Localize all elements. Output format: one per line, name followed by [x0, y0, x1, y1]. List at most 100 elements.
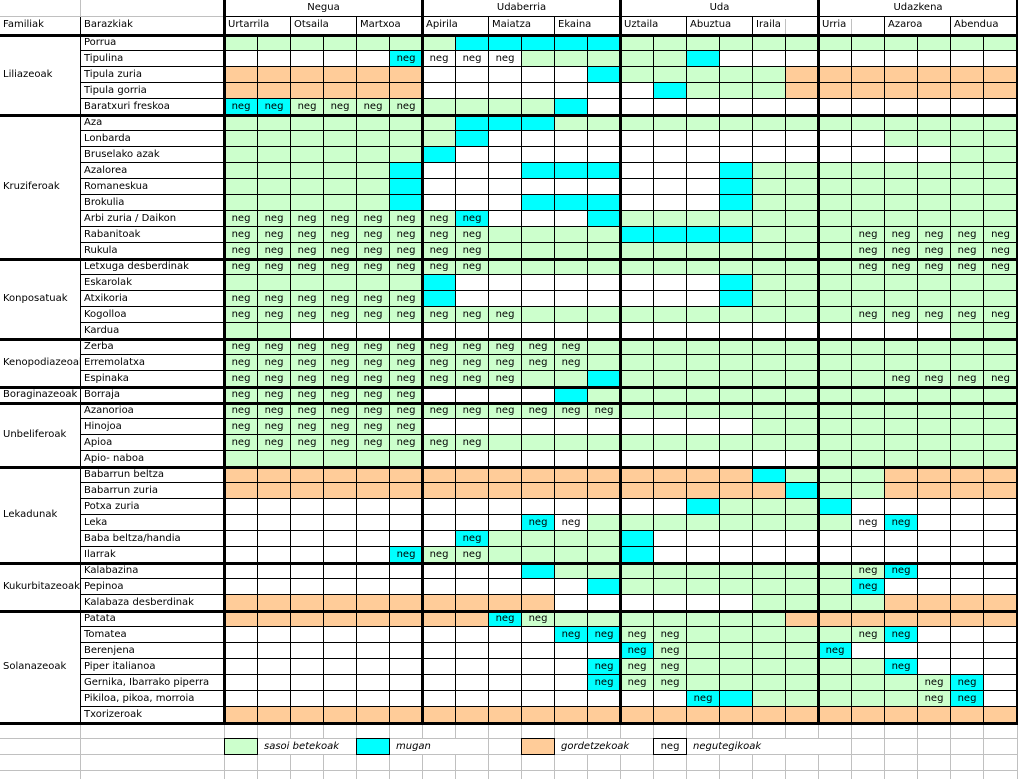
- season-cell[interactable]: [786, 435, 819, 451]
- season-cell[interactable]: [489, 387, 522, 403]
- season-cell[interactable]: [357, 131, 390, 147]
- season-cell[interactable]: [753, 323, 786, 339]
- season-cell[interactable]: [654, 371, 687, 387]
- season-cell[interactable]: [720, 435, 753, 451]
- season-cell[interactable]: [654, 547, 687, 563]
- season-cell[interactable]: [852, 531, 885, 547]
- season-cell[interactable]: [885, 67, 918, 83]
- season-cell[interactable]: [258, 483, 291, 499]
- season-cell[interactable]: [654, 691, 687, 707]
- season-cell[interactable]: [423, 627, 456, 643]
- season-cell[interactable]: [489, 595, 522, 611]
- season-cell[interactable]: [720, 483, 753, 499]
- season-cell[interactable]: [753, 259, 786, 275]
- season-cell[interactable]: [753, 563, 786, 579]
- season-cell[interactable]: [357, 323, 390, 339]
- season-cell-neg[interactable]: neg: [258, 243, 291, 259]
- season-cell[interactable]: [720, 387, 753, 403]
- season-cell-neg[interactable]: neg: [390, 51, 423, 67]
- season-cell[interactable]: [918, 547, 951, 563]
- season-cell[interactable]: [588, 579, 621, 595]
- season-cell[interactable]: [720, 131, 753, 147]
- season-cell-neg[interactable]: neg: [324, 403, 357, 419]
- season-cell-neg[interactable]: neg: [489, 355, 522, 371]
- season-cell-neg[interactable]: neg: [324, 355, 357, 371]
- season-cell[interactable]: [951, 83, 984, 99]
- season-cell-neg[interactable]: neg: [918, 243, 951, 259]
- season-cell[interactable]: [786, 355, 819, 371]
- season-cell[interactable]: [720, 51, 753, 67]
- season-cell[interactable]: [621, 387, 654, 403]
- season-cell-neg[interactable]: neg: [621, 659, 654, 675]
- season-cell[interactable]: [555, 531, 588, 547]
- empty-cell[interactable]: [258, 723, 291, 739]
- season-cell[interactable]: [588, 547, 621, 563]
- empty-cell[interactable]: [291, 723, 324, 739]
- season-cell-neg[interactable]: neg: [522, 339, 555, 355]
- season-cell[interactable]: [852, 643, 885, 659]
- season-cell[interactable]: [522, 467, 555, 483]
- season-cell[interactable]: [291, 179, 324, 195]
- season-cell[interactable]: [555, 211, 588, 227]
- season-cell[interactable]: [687, 387, 720, 403]
- season-cell[interactable]: [687, 323, 720, 339]
- season-cell-neg[interactable]: neg: [423, 371, 456, 387]
- season-cell[interactable]: [489, 435, 522, 451]
- season-cell[interactable]: [324, 547, 357, 563]
- season-cell[interactable]: [951, 355, 984, 371]
- season-cell[interactable]: [852, 595, 885, 611]
- season-cell-neg[interactable]: neg: [291, 387, 324, 403]
- season-cell[interactable]: [522, 115, 555, 131]
- season-cell-neg[interactable]: neg: [555, 355, 588, 371]
- season-cell[interactable]: [324, 275, 357, 291]
- empty-cell[interactable]: [786, 771, 819, 779]
- season-cell[interactable]: [522, 323, 555, 339]
- season-cell[interactable]: [720, 67, 753, 83]
- season-cell[interactable]: [225, 147, 258, 163]
- season-cell[interactable]: [951, 291, 984, 307]
- season-cell[interactable]: [456, 467, 489, 483]
- season-cell[interactable]: [588, 147, 621, 163]
- season-cell[interactable]: [720, 371, 753, 387]
- season-cell[interactable]: [786, 419, 819, 435]
- season-cell[interactable]: [984, 499, 1018, 515]
- season-cell[interactable]: [324, 323, 357, 339]
- season-cell[interactable]: [621, 147, 654, 163]
- season-cell-neg[interactable]: neg: [456, 259, 489, 275]
- season-cell[interactable]: [456, 291, 489, 307]
- season-cell[interactable]: [489, 131, 522, 147]
- season-cell[interactable]: [918, 435, 951, 451]
- season-cell[interactable]: [852, 403, 885, 419]
- season-cell[interactable]: [555, 147, 588, 163]
- season-cell[interactable]: [720, 499, 753, 515]
- season-cell[interactable]: [654, 163, 687, 179]
- season-cell[interactable]: [654, 131, 687, 147]
- season-cell[interactable]: [654, 323, 687, 339]
- season-cell-neg[interactable]: neg: [852, 627, 885, 643]
- season-cell[interactable]: [357, 659, 390, 675]
- season-cell-neg[interactable]: neg: [489, 611, 522, 627]
- season-cell[interactable]: [291, 131, 324, 147]
- season-cell[interactable]: [291, 579, 324, 595]
- season-cell[interactable]: [456, 707, 489, 723]
- season-cell-neg[interactable]: neg: [390, 99, 423, 115]
- season-cell[interactable]: [522, 451, 555, 467]
- season-cell[interactable]: [423, 451, 456, 467]
- season-cell[interactable]: [522, 547, 555, 563]
- season-cell[interactable]: [522, 419, 555, 435]
- season-cell[interactable]: [258, 467, 291, 483]
- season-cell[interactable]: [588, 179, 621, 195]
- season-cell[interactable]: [588, 467, 621, 483]
- season-cell[interactable]: [489, 115, 522, 131]
- season-cell[interactable]: [918, 83, 951, 99]
- season-cell[interactable]: [522, 227, 555, 243]
- season-cell[interactable]: [621, 243, 654, 259]
- season-cell-neg[interactable]: neg: [852, 227, 885, 243]
- season-cell[interactable]: [258, 563, 291, 579]
- season-cell[interactable]: [423, 499, 456, 515]
- season-cell[interactable]: [423, 131, 456, 147]
- season-cell[interactable]: [687, 627, 720, 643]
- season-cell[interactable]: [390, 35, 423, 51]
- season-cell[interactable]: [555, 51, 588, 67]
- season-cell[interactable]: [621, 339, 654, 355]
